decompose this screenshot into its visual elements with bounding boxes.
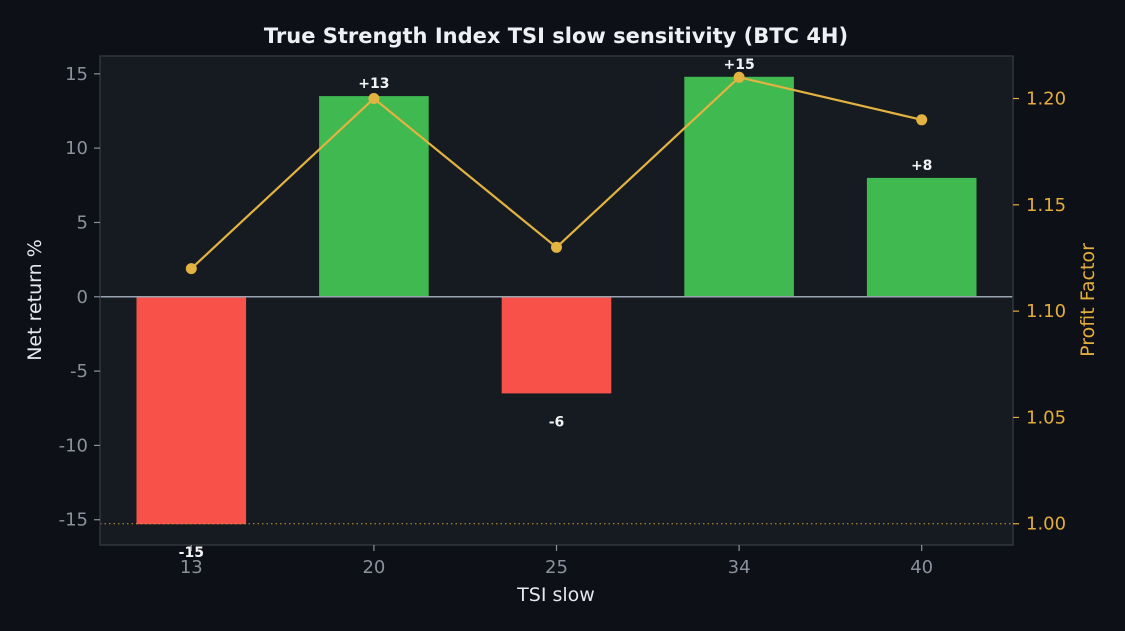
y-tick-label: 5 xyxy=(77,213,88,234)
y2-tick-label: 1.05 xyxy=(1026,407,1066,428)
data-label: +15 xyxy=(723,57,754,73)
y2-tick-label: 1.20 xyxy=(1026,89,1066,110)
data-label: +8 xyxy=(911,158,932,174)
y-tick-label: 0 xyxy=(77,287,88,308)
data-labels: -15 +13 -6 +15 +8 xyxy=(179,57,933,561)
bar xyxy=(501,296,612,394)
y-tick-label: -10 xyxy=(59,435,88,456)
data-label: -15 xyxy=(179,545,204,561)
data-label: -6 xyxy=(549,414,565,430)
profit-factor-point xyxy=(368,93,380,104)
y-axis-title: Net return % xyxy=(24,239,46,361)
bar xyxy=(136,296,247,525)
x-tick-label: 40 xyxy=(910,557,933,578)
profit-factor-series xyxy=(185,71,928,275)
x-axis-title: TSI slow xyxy=(516,584,595,606)
profit-factor-point xyxy=(733,71,745,83)
x-tick-label: 20 xyxy=(362,557,385,578)
profit-factor-point xyxy=(916,114,928,126)
y2-tick-label: 1.15 xyxy=(1026,195,1066,216)
left-axis: 15 10 5 0 -5 -10 -15 xyxy=(59,64,100,531)
y-tick-label: 15 xyxy=(65,64,88,85)
bar xyxy=(319,96,429,297)
y-tick-label: -15 xyxy=(59,510,88,531)
bar xyxy=(684,76,794,297)
bar xyxy=(866,177,977,297)
y2-tick-label: 1.10 xyxy=(1026,301,1066,322)
data-label: +13 xyxy=(358,76,389,92)
profit-factor-point xyxy=(551,241,562,253)
x-axis: 13 20 25 34 40 xyxy=(180,545,933,578)
x-tick-label: 34 xyxy=(728,557,751,578)
y2-axis-title: Profit Factor xyxy=(1077,243,1099,357)
y-tick-label: -5 xyxy=(70,361,88,382)
y-tick-label: 10 xyxy=(65,138,88,159)
x-tick-label: 25 xyxy=(545,557,568,578)
right-axis: 1.20 1.15 1.10 1.05 1.00 xyxy=(1013,89,1066,535)
profit-factor-point xyxy=(185,263,197,275)
chart-title: True Strength Index TSI slow sensitivity… xyxy=(264,24,848,48)
y2-tick-label: 1.00 xyxy=(1026,514,1066,535)
x-tick-label: 13 xyxy=(180,557,203,578)
